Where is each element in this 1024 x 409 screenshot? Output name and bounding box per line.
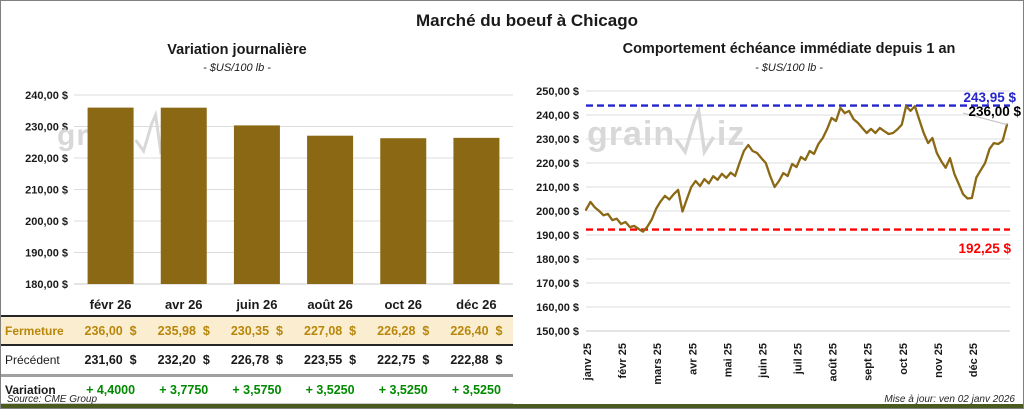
precedent-value: 226,78 $ [230,353,283,367]
bar-chart-subtitle: - $US/100 lb - [203,62,271,74]
fermeture-value: 236,00 $ [84,323,137,338]
table-header-cell: déc 26 [456,296,497,312]
x-axis-tick-label: oct 25 [898,343,910,375]
precedent-value: 222,75 $ [377,353,430,367]
bar-chart-title: Variation journalière [167,42,307,58]
precedent-value: 223,55 $ [304,353,357,367]
y-axis-tick-label: 240,00 $ [536,110,579,122]
precedent-value: 232,20 $ [157,353,210,367]
y-axis-tick-label: 220,00 $ [536,158,579,170]
x-axis-tick-label: juil 25 [793,343,805,375]
y-axis-tick-label: 200,00 $ [536,206,579,218]
variation-value: + 3,5250 [378,383,428,397]
y-axis-tick-label: 230,00 $ [536,134,579,146]
x-axis-tick-label: sept 25 [863,343,875,381]
futures-table: févr 26 avr 26 juin 26 août 26 oct 26 dé… [1,293,513,404]
fermeture-value: 230,35 $ [230,323,283,338]
fermeture-value: 235,98 $ [157,323,210,338]
table-header-cell: avr 26 [164,296,203,312]
variation-value: + 3,7750 [159,383,209,397]
bar-févr 26 [87,107,134,284]
x-axis-tick-label: juin 25 [757,343,769,379]
table-row-variation: Variation + 4,4000 + 3,7750 + 3,5750 + 3… [1,377,513,404]
x-axis-tick-label: nov 25 [933,343,945,378]
y-axis-tick-label: 240,00 $ [25,90,68,102]
x-axis-tick-label: févr 25 [617,343,629,378]
bar-août 26 [307,135,354,284]
y-axis-tick-label: 150,00 $ [536,326,579,338]
bar-avr 26 [160,107,207,285]
variation-value: + 4,4000 [86,383,136,397]
footer-bar [1,404,1023,408]
updated-label: Mise à jour: ven 02 janv 2026 [884,394,1015,405]
fermeture-value: 226,40 $ [450,323,503,338]
precedent-value: 222,88 $ [450,353,503,367]
table-header-cell: août 26 [307,296,353,312]
grainwiz-watermark: grain iz [587,104,745,157]
line-chart-subtitle: - $US/100 lb - [755,62,823,74]
x-axis-tick-label: déc 25 [968,343,980,377]
annotation-label: 243,95 $ [963,90,1016,105]
line-chart-title: Comportement échéance immédiate depuis 1… [622,41,956,57]
bar-juin 26 [233,125,280,285]
y-axis-tick-label: 170,00 $ [536,278,579,290]
fermeture-value: 226,28 $ [377,323,430,338]
source-label: Source: CME Group [7,394,98,405]
table-header-cell: févr 26 [89,296,132,312]
line-chart-svg: 250,00 $ 240,00 $ 230,00 $ 220,00 $ 210,00 $… [536,86,1021,385]
x-axis-tick-label: août 25 [828,343,840,382]
table-header-row: févr 26 avr 26 juin 26 août 26 oct 26 dé… [1,293,513,317]
y-axis-tick-label: 190,00 $ [25,248,68,260]
row-label-precedent: Précédent [5,353,60,367]
page-title: Marché du boeuf à Chicago [416,11,638,30]
row-label-variation: Variation [5,383,56,397]
variation-value: + 3,5750 [232,383,282,397]
y-axis-tick-label: 190,00 $ [536,230,579,242]
y-axis-tick-label: 200,00 $ [25,216,68,228]
x-axis-tick-label: mai 25 [722,343,734,377]
table-header-cell: oct 26 [384,296,423,312]
row-label-fermeture: Fermeture [5,323,64,338]
y-axis-tick-label: 180,00 $ [25,279,68,291]
table-row-precedent: Précédent 231,60 $ 232,20 $ 226,78 $ 223… [1,346,513,377]
y-axis-tick-label: 220,00 $ [25,153,68,165]
annotation-label: 236,00 $ [968,104,1021,119]
bar-déc 26 [453,137,500,284]
variation-value: + 3,5250 [451,383,501,397]
variation-value: + 3,5250 [305,383,355,397]
y-axis-tick-label: 210,00 $ [536,182,579,194]
precedent-value: 231,60 $ [84,353,137,367]
callout-leader-line [962,112,1008,126]
bar-oct 26 [380,138,427,284]
y-axis-tick-label: 180,00 $ [536,254,579,266]
svg-text:grain: grain [587,115,675,153]
y-axis-tick-label: 230,00 $ [25,122,68,134]
fermeture-value: 227,08 $ [304,323,357,338]
watermark-zigzag-icon [674,104,715,157]
svg-text:iz: iz [717,115,745,153]
y-axis-tick-label: 250,00 $ [536,86,579,98]
price-series [584,104,1009,233]
bar-chart-svg: 240,00 $ 230,00 $ 220,00 $ 210,00 $ 200,00 $… [25,90,513,291]
x-axis-tick-label: janv 25 [582,343,594,381]
y-axis-tick-label: 210,00 $ [25,185,68,197]
x-axis-tick-label: mars 25 [652,343,664,385]
table-row-fermeture: Fermeture 236,00 $ 235,98 $ 230,35 $ 227… [1,317,513,346]
x-axis-tick-label: avr 25 [687,343,699,375]
y-axis-tick-label: 160,00 $ [536,302,579,314]
annotation-label: 192,25 $ [958,241,1011,256]
table-header-cell: juin 26 [236,296,278,312]
